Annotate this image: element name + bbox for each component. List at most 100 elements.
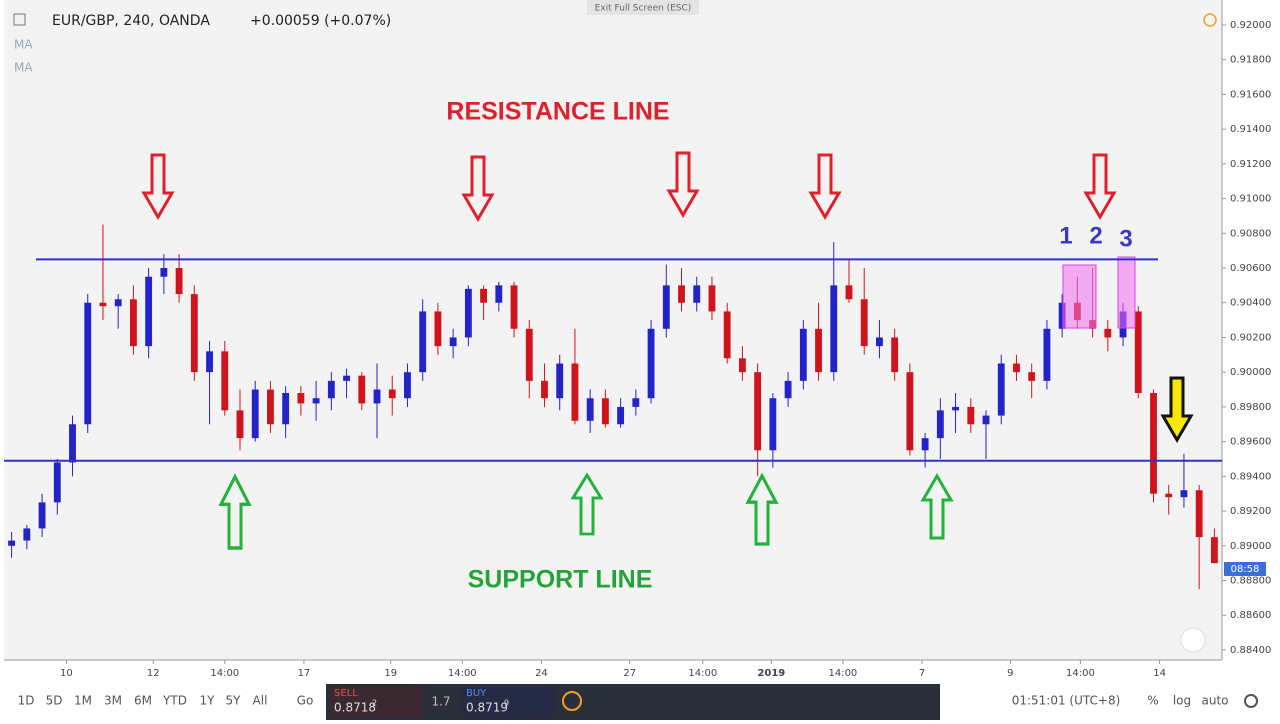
exit-btn[interactable]	[587, 0, 699, 15]
x-tick-label: 14:00	[448, 668, 477, 679]
candle-body	[160, 268, 168, 277]
candle-body	[906, 372, 914, 451]
range-btn[interactable]: 1Y	[200, 694, 216, 708]
buy-pip[interactable]: 9	[504, 699, 509, 708]
candle-body	[84, 302, 92, 425]
support-label: SUPPORT LINE	[468, 566, 653, 594]
range-btn[interactable]: 5D	[46, 694, 63, 708]
countdown: 08:58	[1231, 564, 1260, 575]
y-tick-label: 0.89400	[1230, 471, 1271, 482]
x-tick-label: 14:00	[688, 668, 717, 679]
candle-body	[1180, 490, 1188, 498]
range-btn[interactable]: All	[253, 694, 268, 708]
candle-body	[997, 363, 1005, 416]
candle-body	[1165, 493, 1173, 498]
candle-body	[190, 294, 198, 373]
candle-body	[388, 389, 396, 399]
y-tick-label: 0.91000	[1230, 194, 1271, 205]
collapse-btn[interactable]	[13, 13, 26, 26]
range-btn[interactable]: 6M	[134, 694, 152, 708]
y-tick-label: 0.89200	[1230, 506, 1271, 517]
draw-tools	[610, 684, 940, 720]
candle-body	[860, 299, 868, 347]
candle-body	[617, 406, 625, 425]
clock: 01:51:01 (UTC+8)	[1012, 694, 1121, 708]
range-btn[interactable]: 3M	[104, 694, 122, 708]
settings-icon[interactable]	[1244, 694, 1258, 708]
candle-body	[114, 299, 122, 307]
range-btn[interactable]: 1M	[74, 694, 92, 708]
candle-body	[967, 406, 975, 425]
candle-body	[282, 393, 290, 425]
sell-price[interactable]: 0.8718	[334, 701, 376, 715]
sell-label[interactable]: SELL	[334, 688, 358, 699]
candle-body	[510, 285, 518, 329]
alert-icon[interactable]	[1203, 13, 1217, 27]
sell-btn[interactable]	[330, 686, 422, 718]
x-tick-label: 14:00	[1066, 668, 1095, 679]
overlay: RESISTANCE LINE SUPPORT LINE 1 2 3	[142, 98, 1193, 594]
candle-body	[662, 285, 670, 329]
candle-body	[297, 393, 305, 404]
candle-body	[876, 337, 883, 347]
buy-btn[interactable]	[462, 686, 554, 718]
candle-body	[449, 337, 457, 347]
x-tick-label: 27	[623, 668, 636, 679]
scroll-btn[interactable]	[1180, 627, 1206, 653]
scale-btn[interactable]: %	[1147, 694, 1158, 708]
scale-btn[interactable]: log	[1173, 694, 1191, 708]
y-tick-label: 0.88400	[1230, 645, 1271, 656]
candle-body	[571, 363, 579, 421]
buy-label[interactable]: BUY	[466, 688, 487, 699]
x-tick-label: 14:00	[210, 668, 239, 679]
marker: 1	[1059, 222, 1072, 249]
y-tick-label: 0.90000	[1230, 367, 1271, 378]
x-tick-label: 12	[147, 668, 160, 679]
candle-body	[373, 389, 381, 404]
highlight-box	[1062, 264, 1097, 329]
marker: 2	[1089, 222, 1102, 249]
candle-body	[404, 372, 411, 399]
candle-body	[23, 528, 31, 541]
candle-body	[586, 398, 594, 421]
candle-body	[936, 410, 944, 439]
symbol-title[interactable]: EUR/GBP, 240, OANDA	[52, 13, 210, 29]
countdown-badge	[1224, 562, 1266, 576]
y-tick-label: 0.91800	[1230, 55, 1271, 66]
range-btn[interactable]: 1D	[18, 694, 35, 708]
candle-body	[891, 337, 899, 373]
scale-btn[interactable]: auto	[1201, 694, 1228, 708]
y-tick-label: 0.89000	[1230, 541, 1271, 552]
candle-body	[358, 375, 366, 404]
x-tick-label: 14	[1153, 668, 1166, 679]
candle-body	[221, 351, 229, 411]
candle-body	[708, 285, 716, 312]
info-icon[interactable]	[562, 691, 582, 711]
exit-label[interactable]: Exit Full Screen (ESC)	[595, 4, 692, 14]
highlight-box	[1117, 256, 1136, 329]
candle-body	[1210, 537, 1218, 564]
range-btn[interactable]: YTD	[162, 694, 187, 708]
x-tick-label: 19	[384, 668, 397, 679]
candle-body	[419, 311, 427, 373]
candle-body	[632, 398, 640, 407]
sell-pip[interactable]: 2	[372, 699, 377, 708]
candle-body	[312, 398, 320, 404]
x-tick-label: 10	[60, 668, 73, 679]
candle-body	[830, 285, 838, 373]
y-tick-label: 0.91200	[1230, 159, 1271, 170]
range-btn[interactable]: Go	[297, 694, 314, 708]
resistance-label: RESISTANCE LINE	[446, 98, 669, 126]
indicator[interactable]: MA	[14, 61, 33, 75]
range-btn[interactable]: 5Y	[226, 694, 242, 708]
y-tick-label: 0.89800	[1230, 402, 1271, 413]
buy-price[interactable]: 0.8719	[466, 701, 508, 715]
candle-body	[769, 398, 777, 451]
candle-body	[267, 389, 274, 425]
indicator[interactable]: MA	[14, 38, 33, 52]
candle-body	[1104, 328, 1112, 338]
candle-body	[647, 328, 655, 399]
candle-body	[784, 380, 792, 399]
candle-body	[799, 328, 807, 381]
